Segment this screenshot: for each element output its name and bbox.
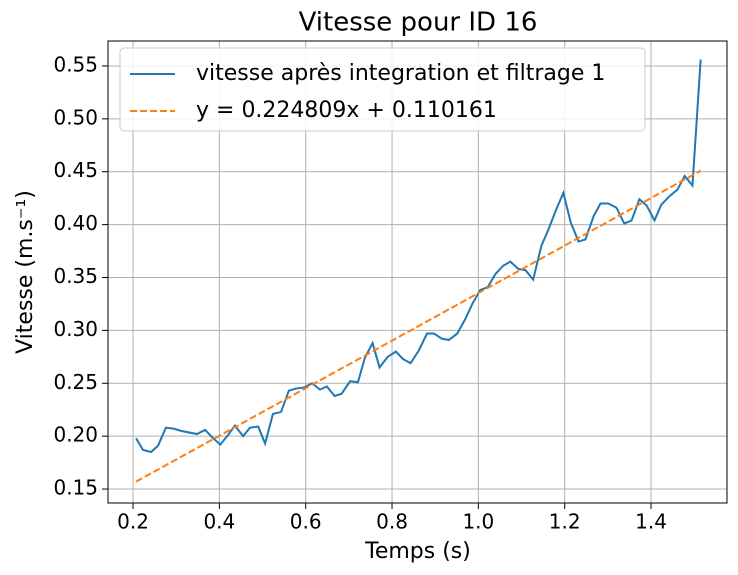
x-tick-label: 1.0 — [462, 510, 494, 534]
x-tick-label: 1.4 — [635, 510, 667, 534]
legend-label: y = 0.224809x + 0.110161 — [196, 98, 497, 123]
y-tick-label: 0.40 — [53, 211, 98, 235]
y-tick-label: 0.50 — [53, 105, 98, 129]
series-line — [135, 169, 702, 483]
y-tick-label: 0.45 — [53, 158, 98, 182]
chart-title: Vitesse pour ID 16 — [299, 8, 538, 38]
x-tick-label: 1.2 — [549, 510, 581, 534]
legend-box — [119, 47, 646, 132]
plot-frame — [107, 40, 728, 504]
x-tick-label: 0.8 — [376, 510, 408, 534]
legend-label: vitesse après integration et filtrage 1 — [196, 61, 605, 86]
y-tick-label: 0.35 — [53, 264, 98, 288]
y-tick-label: 0.15 — [53, 476, 98, 500]
y-tick-label: 0.25 — [53, 370, 98, 394]
x-tick-label: 0.2 — [117, 510, 149, 534]
x-tick-label: 0.6 — [290, 510, 322, 534]
y-tick-label: 0.55 — [53, 52, 98, 76]
y-tick-label: 0.30 — [53, 317, 98, 341]
x-axis-label: Temps (s) — [364, 539, 471, 564]
y-axis-label: Vitesse (m.s⁻¹) — [13, 190, 38, 354]
x-tick-label: 0.4 — [203, 510, 235, 534]
y-tick-label: 0.20 — [53, 423, 98, 447]
